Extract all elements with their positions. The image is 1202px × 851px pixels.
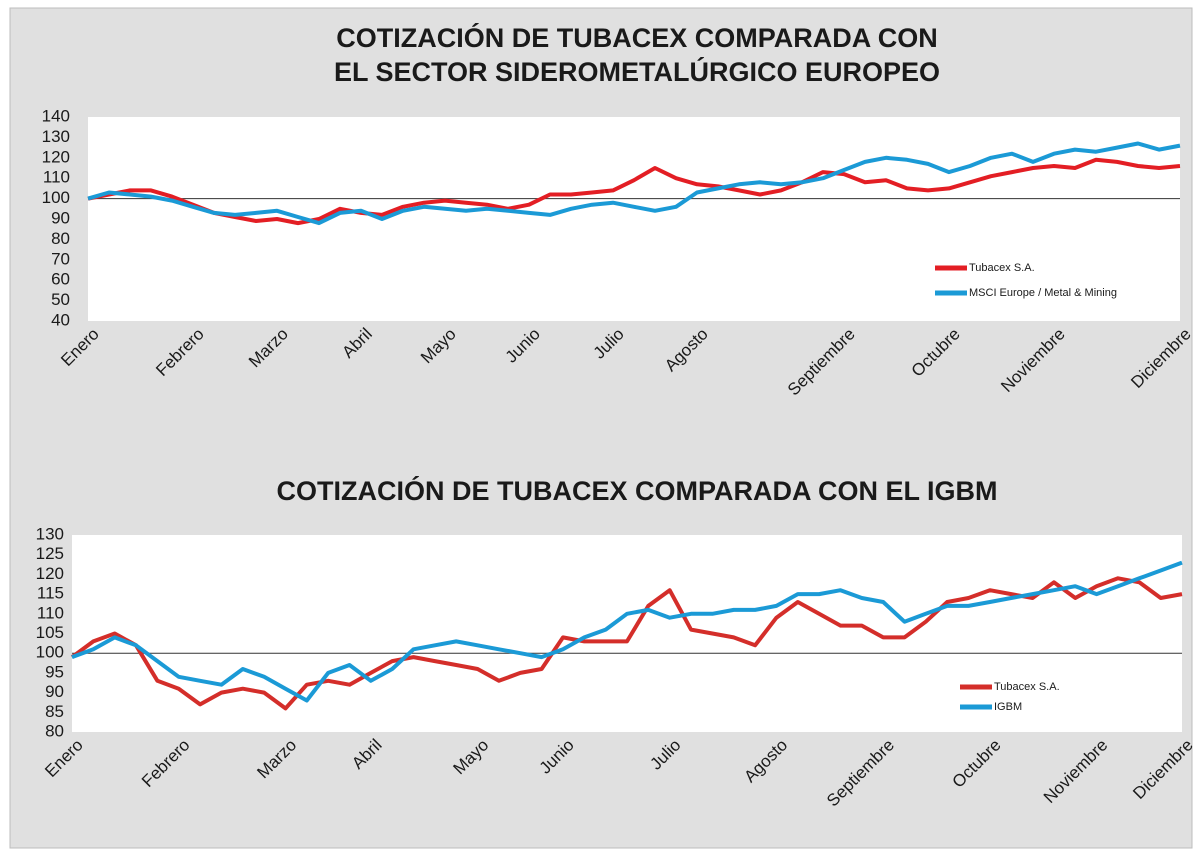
y-tick-label: 95 — [45, 662, 64, 681]
legend-label: MSCI Europe / Metal & Mining — [969, 287, 1117, 299]
y-tick-label: 90 — [45, 682, 64, 701]
legend-label: IGBM — [994, 701, 1022, 713]
y-tick-label: 130 — [36, 524, 64, 543]
y-tick-label: 100 — [42, 188, 70, 207]
y-tick-label: 50 — [51, 290, 70, 309]
plot-area — [72, 535, 1182, 732]
y-tick-label: 115 — [37, 584, 64, 603]
y-tick-label: 40 — [51, 310, 70, 329]
legend-label: Tubacex S.A. — [969, 262, 1035, 274]
y-tick-label: 110 — [37, 603, 64, 622]
series-line — [87, 157, 1181, 226]
y-tick-label: 120 — [42, 147, 70, 166]
y-tick-label: 140 — [42, 106, 70, 125]
y-tick-label: 110 — [43, 168, 70, 187]
y-tick-label: 120 — [36, 564, 64, 583]
y-tick-label: 105 — [36, 623, 64, 642]
chart-title: COTIZACIÓN DE TUBACEX COMPARADA CON — [336, 22, 938, 53]
y-tick-label: 60 — [51, 270, 70, 289]
y-tick-label: 80 — [45, 721, 64, 740]
y-tick-label: 80 — [51, 229, 70, 248]
y-tick-label: 85 — [45, 702, 64, 721]
series-line — [71, 560, 1183, 703]
series-line — [87, 141, 1181, 226]
y-tick-label: 90 — [51, 208, 70, 227]
y-tick-label: 125 — [36, 544, 64, 563]
y-tick-label: 100 — [36, 643, 64, 662]
y-tick-label: 130 — [42, 127, 70, 146]
series-line — [70, 576, 1183, 711]
legend-label: Tubacex S.A. — [994, 681, 1060, 693]
chart-title: EL SECTOR SIDEROMETALÚRGICO EUROPEO — [334, 56, 940, 87]
chart-title: COTIZACIÓN DE TUBACEX COMPARADA CON EL I… — [277, 475, 998, 506]
y-tick-label: 70 — [51, 249, 70, 268]
